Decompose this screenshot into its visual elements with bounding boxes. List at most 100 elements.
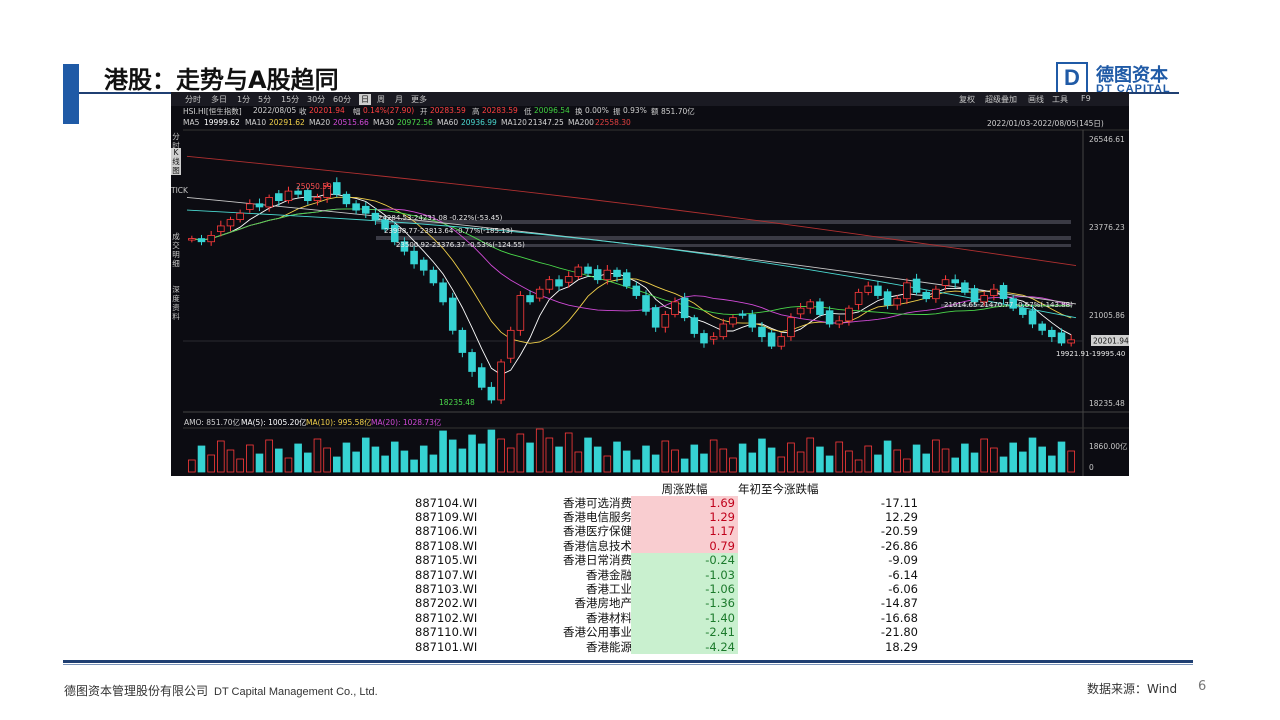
tab-60min[interactable]: 60分 — [333, 95, 352, 104]
tab-30min[interactable]: 30分 — [307, 95, 326, 104]
candle-body — [458, 329, 467, 353]
ma60-label: MA60 — [437, 118, 459, 127]
volume-bar — [1038, 446, 1046, 473]
weekly-change: -2.41 — [631, 625, 738, 640]
volume-bar — [332, 456, 341, 473]
quote-high-label: 高 — [472, 107, 480, 116]
volume-bar — [564, 432, 573, 473]
candle-body — [903, 282, 911, 300]
price-tick-3: 21005.86 — [1089, 311, 1125, 320]
candle-body — [207, 235, 215, 243]
candle-body — [246, 203, 254, 210]
candle-body — [275, 193, 283, 201]
candle-body — [893, 298, 902, 306]
candle-body — [767, 332, 776, 347]
table-row: 887202.WI 香港房地产 -1.36 -14.87 — [400, 596, 960, 611]
candle-body — [999, 285, 1008, 300]
volume-bar — [748, 452, 757, 473]
volume-bar — [574, 451, 583, 473]
candle-body — [468, 352, 476, 372]
volume-bar — [1019, 451, 1027, 473]
volume-amo: AMO: 851.70亿 — [184, 417, 241, 427]
sector-name: 香港公用事业 — [563, 625, 632, 640]
last-price-tag: 20201.94 — [1093, 337, 1129, 346]
candle-body — [217, 225, 225, 233]
tab-month[interactable]: 月 — [395, 95, 403, 104]
quote-turnover: 0.00% — [585, 106, 609, 115]
data-source: 数据来源：Wind — [1087, 682, 1178, 696]
tab-1min[interactable]: 1分 — [237, 95, 251, 104]
volume-bar — [883, 440, 892, 473]
volume-bar — [352, 451, 360, 473]
volume-bar — [903, 458, 911, 473]
volume-bar — [410, 459, 418, 473]
candle-body — [951, 279, 959, 284]
volume-bar — [642, 445, 650, 473]
tool-draw[interactable]: 画线 — [1028, 95, 1044, 104]
weekly-change: 1.69 — [631, 495, 738, 510]
candle-body — [1067, 339, 1075, 344]
candle-body — [680, 297, 689, 319]
ytd-change: -6.14 — [888, 567, 918, 582]
quote-low-label: 低 — [524, 107, 532, 116]
footer-divider — [63, 660, 1193, 663]
volume-bar — [255, 453, 264, 473]
volume-bar — [188, 459, 196, 473]
tool-overlay[interactable]: 超级叠加 — [985, 95, 1017, 104]
quote-turnover-label: 换 — [575, 107, 583, 116]
weekly-change: -4.24 — [631, 639, 738, 654]
tool-f9[interactable]: F9 — [1081, 94, 1091, 103]
volume-bar — [545, 437, 554, 473]
volume-bar — [680, 458, 689, 473]
ma5-label: MA5 — [183, 118, 200, 127]
volume-bar — [845, 450, 853, 473]
tab-week[interactable]: 周 — [377, 95, 385, 104]
quote-open-label: 开 — [420, 107, 428, 116]
logo-mark-icon: D — [1056, 62, 1088, 94]
quote-amount: 851.70亿 — [661, 107, 695, 116]
sector-code: 887105.WI — [415, 553, 478, 568]
tool-adjust[interactable]: 复权 — [959, 95, 975, 104]
tab-day[interactable]: 日 — [359, 94, 371, 105]
candle-body — [932, 288, 940, 300]
side-tab-depth[interactable]: 深度资料 — [172, 285, 180, 321]
volume-bar — [729, 457, 737, 473]
quote-low: 20096.54 — [534, 106, 570, 115]
volume-bar — [951, 457, 959, 473]
candle-body — [1019, 307, 1027, 315]
volume-bar — [932, 439, 940, 473]
volume-bar — [468, 434, 476, 473]
long-ma-line — [186, 209, 1077, 319]
table-row: 887101.WI 香港能源 -4.24 18.29 — [400, 639, 960, 654]
sector-code: 887103.WI — [415, 582, 478, 596]
candle-body — [352, 203, 360, 211]
candle-body — [709, 336, 718, 340]
volume-bar — [1057, 441, 1066, 473]
title-accent-bar — [63, 64, 79, 124]
candle-body — [700, 333, 708, 344]
long-ma-line — [186, 155, 1077, 267]
side-tab-kline[interactable]: K线图 — [171, 148, 181, 175]
candle-body — [845, 307, 853, 322]
side-tab-trades[interactable]: 成交明细 — [172, 232, 180, 268]
sector-code: 887107.WI — [415, 567, 478, 582]
candles-group — [188, 177, 1075, 405]
tool-tools[interactable]: 工具 — [1052, 95, 1068, 104]
candle-body — [874, 285, 882, 296]
ma10-label: MA10 — [245, 118, 267, 127]
tab-fenshi[interactable]: 分时 — [185, 95, 201, 104]
candle-body — [990, 288, 998, 296]
tab-more[interactable]: 更多 — [411, 95, 427, 104]
candle-body — [506, 329, 515, 359]
side-tab-tick[interactable]: TICK — [171, 186, 188, 195]
volume-bar — [961, 443, 969, 473]
tab-15min[interactable]: 15分 — [281, 95, 300, 104]
volume-bar — [207, 454, 215, 473]
volume-bar — [990, 447, 998, 473]
volume-bar — [294, 443, 302, 473]
volume-bar — [284, 457, 293, 473]
tab-5min[interactable]: 5分 — [258, 95, 272, 104]
weekly-change: 1.29 — [631, 510, 738, 525]
tab-multiday[interactable]: 多日 — [211, 95, 227, 104]
